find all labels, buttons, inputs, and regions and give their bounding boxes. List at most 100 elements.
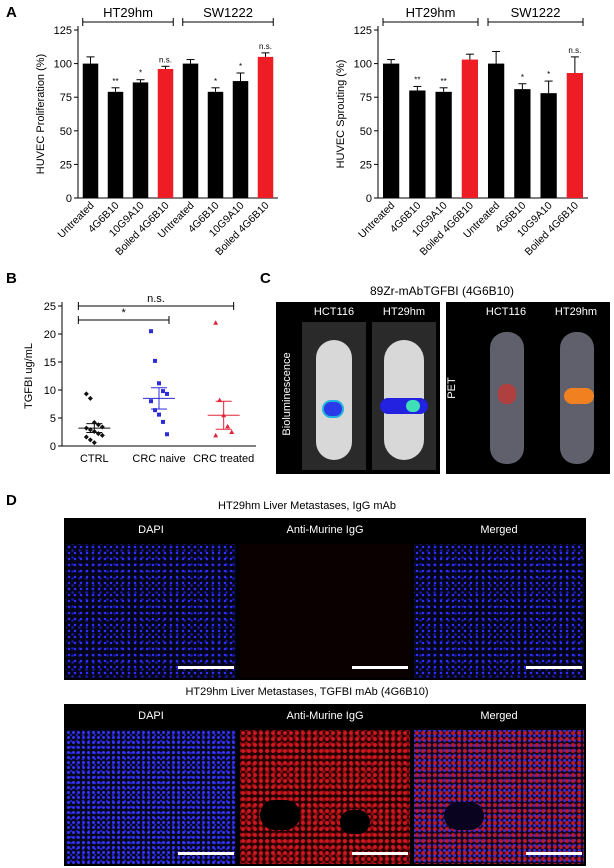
y-tick-label: 50 bbox=[360, 126, 372, 138]
group-label: SW1222 bbox=[511, 5, 561, 20]
y-tick-label: 15 bbox=[44, 357, 56, 369]
significance-label: ** bbox=[112, 77, 118, 86]
dapi-image bbox=[66, 544, 236, 678]
mouse-image-ht29hm bbox=[372, 322, 436, 470]
y-tick-label: 125 bbox=[54, 25, 72, 37]
data-point bbox=[165, 432, 169, 437]
tumour-uptake bbox=[564, 388, 594, 404]
bar bbox=[207, 91, 224, 198]
data-point bbox=[157, 381, 161, 386]
y-tick-label: 100 bbox=[54, 59, 72, 71]
group-label: SW1222 bbox=[203, 5, 253, 20]
data-point bbox=[153, 408, 157, 413]
bar bbox=[487, 63, 505, 198]
pet-label: PET bbox=[446, 377, 458, 399]
data-point bbox=[161, 419, 165, 424]
col-header-dapi: DAPI bbox=[138, 524, 164, 536]
group-label: HT29hm bbox=[103, 5, 153, 20]
scale-bar bbox=[178, 666, 234, 669]
data-point bbox=[99, 432, 105, 438]
proliferation-bar-chart: 0 25 50 75 100 125 HUVEC Proliferation (%) Untr… bbox=[35, 5, 278, 258]
data-point bbox=[83, 434, 89, 440]
igg-mab-micrographs: DAPI Anti-Murine IgG Merged bbox=[64, 518, 586, 680]
x-tick-label: CRC treated bbox=[193, 453, 254, 465]
y-axis-label: HUVEC Proliferation (%) bbox=[35, 54, 47, 174]
pet-scan-hct116 bbox=[476, 326, 538, 470]
significance-label: * bbox=[139, 69, 142, 78]
significance-label: * bbox=[239, 62, 242, 71]
x-tick-label: Untreated bbox=[356, 200, 397, 241]
significance-label: n.s. bbox=[159, 55, 172, 64]
bar bbox=[540, 93, 557, 198]
data-point bbox=[83, 391, 89, 397]
panel-d-top-title: HT29hm Liver Metastases, IgG mAb bbox=[218, 500, 396, 512]
data-point bbox=[95, 422, 101, 428]
group-label: HT29hm bbox=[406, 5, 456, 20]
col-header-igg: Anti-Murine IgG bbox=[286, 524, 364, 536]
signal-hotspot bbox=[406, 400, 420, 412]
panel-c-title: 89Zr-mAbTGFBI (4G6B10) bbox=[369, 284, 515, 298]
data-point bbox=[91, 440, 97, 446]
col-header-merged: Merged bbox=[480, 710, 518, 722]
significance-label: n.s. bbox=[259, 42, 272, 51]
bar bbox=[232, 81, 249, 198]
y-tick-label: 25 bbox=[44, 301, 56, 313]
vessel-void bbox=[260, 800, 300, 830]
pet-panel: HCT116 HT29hm PET bbox=[446, 302, 610, 474]
y-tick-label: 20 bbox=[44, 329, 56, 341]
bioluminescence-label: Bioluminescence bbox=[281, 352, 293, 436]
col-header-dapi: DAPI bbox=[138, 710, 164, 722]
igg-image bbox=[240, 730, 410, 864]
bar bbox=[182, 63, 199, 198]
scale-bar bbox=[352, 666, 408, 669]
uptake-region bbox=[498, 384, 516, 404]
data-point bbox=[153, 358, 157, 363]
data-point bbox=[87, 437, 93, 443]
bar bbox=[82, 63, 99, 198]
significance-label: * bbox=[521, 73, 524, 82]
data-point bbox=[225, 423, 231, 429]
y-axis-label: TGFBI ug/mL bbox=[23, 343, 35, 409]
mouse-image-hct116 bbox=[302, 322, 366, 470]
dapi-image bbox=[66, 730, 236, 864]
x-tick-label: Untreated bbox=[56, 200, 97, 241]
x-tick-label: CTRL bbox=[80, 453, 109, 465]
panel-label-a: A bbox=[6, 4, 17, 21]
y-tick-label: 5 bbox=[50, 413, 56, 425]
y-tick-label: 125 bbox=[354, 25, 372, 37]
y-tick-label: 50 bbox=[60, 126, 72, 138]
bar bbox=[382, 63, 400, 198]
significance-label: n.s. bbox=[568, 46, 581, 55]
scale-bar bbox=[526, 666, 582, 669]
significance-label: * bbox=[547, 70, 550, 79]
bar bbox=[157, 68, 174, 198]
data-point bbox=[229, 429, 235, 434]
panel-label-c: C bbox=[260, 270, 271, 287]
data-point bbox=[213, 432, 219, 438]
scale-bar bbox=[178, 852, 234, 855]
tgfbi-scatter-chart: 0 5 10 15 20 25 TGFBI ug/mL CTRL CRC naive CRC tr… bbox=[23, 293, 256, 465]
igg-image bbox=[240, 544, 410, 678]
scale-bar bbox=[526, 852, 582, 855]
pet-header-hct116: HCT116 bbox=[485, 306, 527, 318]
vessel-void bbox=[340, 810, 370, 834]
bioluminescence-panel: HCT116 HT29hm Bioluminescence bbox=[276, 302, 440, 474]
significance-label: ** bbox=[441, 77, 447, 86]
biolum-header-ht29hm: HT29hm bbox=[382, 306, 426, 318]
bar bbox=[132, 82, 149, 198]
signal-spot bbox=[324, 402, 342, 416]
data-point bbox=[87, 395, 93, 401]
data-point bbox=[161, 389, 165, 394]
bar bbox=[514, 89, 531, 198]
y-tick-label: 10 bbox=[44, 385, 56, 397]
data-point bbox=[149, 399, 153, 404]
pet-scan-ht29hm bbox=[546, 326, 608, 470]
panel-label-d: D bbox=[6, 492, 17, 509]
data-point bbox=[99, 424, 105, 430]
sprouting-bar-chart: 0 25 50 75 100 125 HUVEC Sprouting (%) Untreate… bbox=[335, 5, 588, 258]
col-header-merged: Merged bbox=[480, 524, 518, 536]
y-tick-label: 75 bbox=[60, 92, 72, 104]
signal-band bbox=[380, 398, 428, 414]
data-point bbox=[157, 412, 161, 417]
y-tick-label: 0 bbox=[66, 193, 72, 205]
